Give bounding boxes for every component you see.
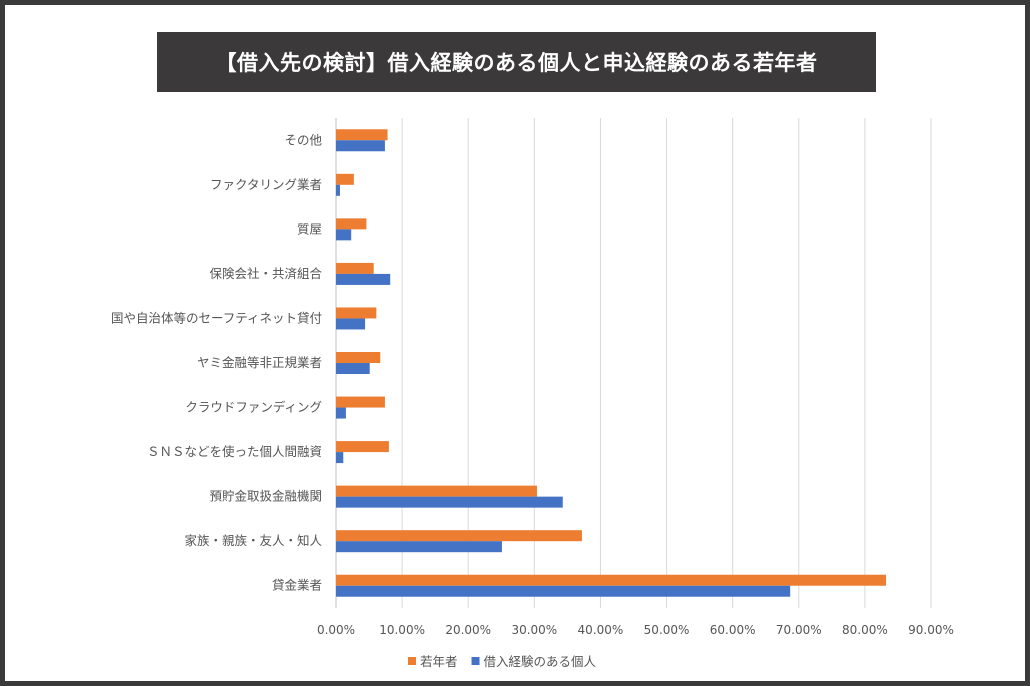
- bar-young: [336, 530, 582, 542]
- chart-title: 【借入先の検討】借入経験のある個人と申込経験のある若年者: [157, 32, 876, 92]
- x-tick-label: 10.00%: [379, 623, 425, 637]
- bar-borrower: [336, 229, 352, 241]
- legend-label: 若年者: [420, 654, 458, 669]
- legend-label: 借入経験のある個人: [484, 654, 597, 669]
- x-tick-label: 60.00%: [710, 623, 756, 637]
- chart-frame: [5, 5, 1025, 681]
- bar-borrower: [336, 140, 385, 152]
- x-tick-label: 80.00%: [842, 623, 888, 637]
- bar-young: [336, 307, 377, 319]
- bar-borrower: [336, 184, 340, 196]
- x-tick-label: 0.00%: [317, 623, 355, 637]
- category-label: 貸金業者: [272, 578, 322, 593]
- x-tick-label: 30.00%: [511, 623, 557, 637]
- bar-young: [336, 352, 381, 363]
- bar-borrower: [336, 318, 366, 330]
- category-label: 家族・親族・友人・知人: [184, 533, 322, 548]
- category-label: 預貯金取扱金融機関: [209, 489, 322, 504]
- category-label: 保険会社・共済組合: [209, 266, 322, 281]
- bar-young: [336, 396, 385, 408]
- bar-borrower: [336, 496, 563, 508]
- bar-young: [336, 129, 388, 141]
- category-label: クラウドファンディング: [185, 400, 322, 415]
- category-label: 質屋: [297, 221, 322, 236]
- bar-borrower: [336, 273, 391, 285]
- legend-swatch: [471, 657, 480, 665]
- category-label: 国や自治体等のセーフティネット貸付: [111, 310, 322, 325]
- bar-borrower: [336, 585, 791, 597]
- x-tick-label: 40.00%: [578, 623, 624, 637]
- bar-young: [336, 262, 374, 274]
- bar-young: [336, 173, 354, 185]
- bar-borrower: [336, 452, 344, 464]
- bar-young: [336, 574, 887, 586]
- x-tick-label: 90.00%: [908, 623, 954, 637]
- category-label: その他: [284, 132, 322, 147]
- bar-borrower: [336, 407, 346, 419]
- bar-young: [336, 218, 367, 230]
- legend-swatch: [408, 657, 416, 665]
- x-tick-label: 50.00%: [644, 623, 690, 637]
- bar-borrower: [336, 541, 502, 553]
- x-tick-label: 20.00%: [445, 623, 491, 637]
- category-label: ＳＮＳなどを使った個人間融資: [147, 444, 322, 459]
- bar-borrower: [336, 363, 370, 374]
- bar-young: [336, 485, 537, 497]
- category-label: ファクタリング業者: [210, 177, 322, 192]
- x-tick-label: 70.00%: [776, 623, 822, 637]
- bar-young: [336, 441, 389, 453]
- category-label: ヤミ金融等非正規業者: [197, 355, 322, 370]
